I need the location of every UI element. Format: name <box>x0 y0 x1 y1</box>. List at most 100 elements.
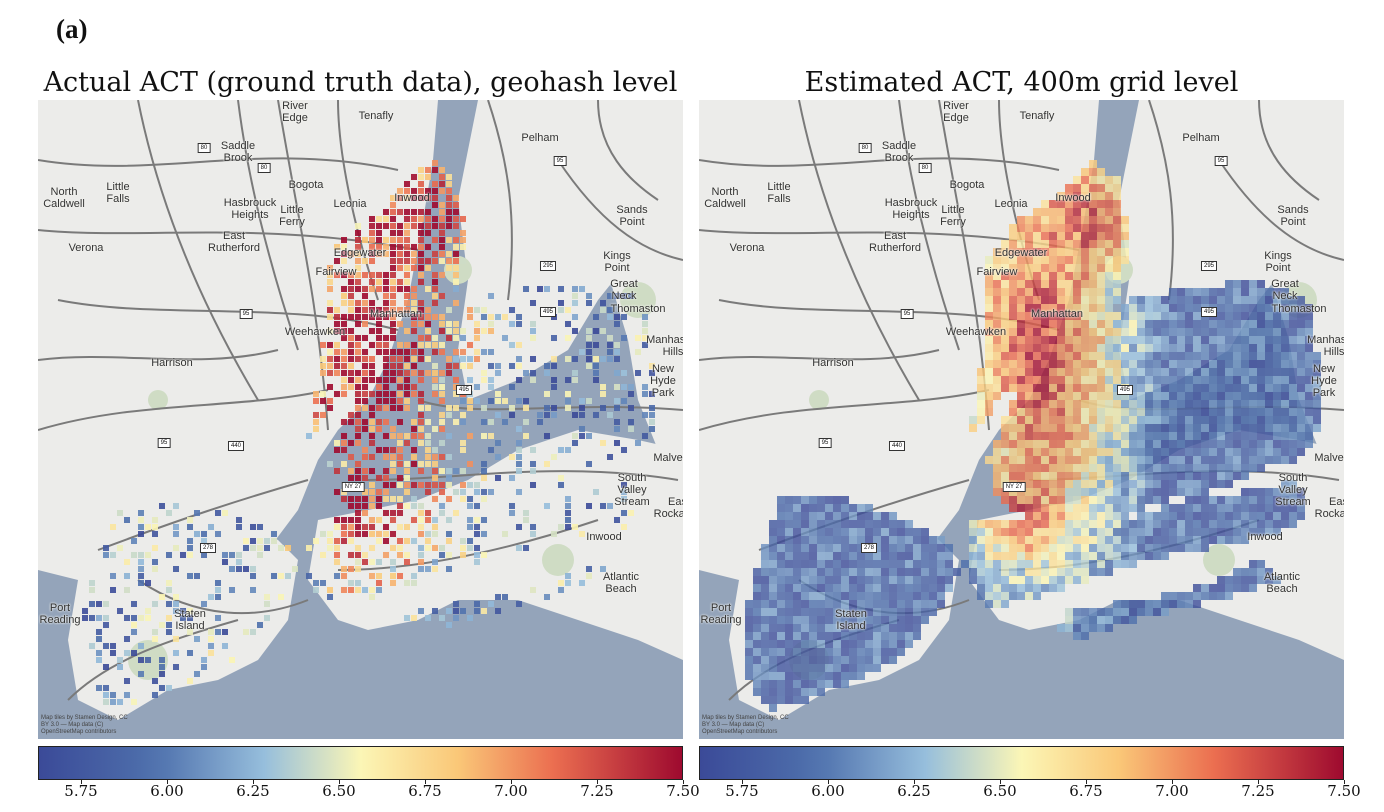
heat-cell <box>1225 456 1233 464</box>
heat-cell <box>411 300 417 306</box>
heat-cell <box>1177 544 1185 552</box>
heat-cell <box>1001 296 1009 304</box>
heat-cell <box>1073 576 1081 584</box>
heat-cell <box>509 307 515 313</box>
left-colorbar <box>38 746 683 780</box>
heat-cell <box>1145 424 1153 432</box>
heat-cell <box>439 510 445 516</box>
heat-cell <box>985 312 993 320</box>
heat-cell <box>1161 432 1169 440</box>
heat-cell <box>1081 328 1089 336</box>
heat-cell <box>390 461 396 467</box>
heat-cell <box>369 216 375 222</box>
heat-cell <box>1121 496 1129 504</box>
heat-cell <box>124 678 130 684</box>
heat-cell <box>1257 384 1265 392</box>
heat-cell <box>355 412 361 418</box>
heat-cell <box>801 568 809 576</box>
heat-cell <box>1201 544 1209 552</box>
heat-cell <box>467 433 473 439</box>
heat-cell <box>1089 224 1097 232</box>
heat-cell <box>1169 464 1177 472</box>
right-map[interactable]: River Edge Tenafly Pelham Saddle Brook North… <box>699 100 1344 739</box>
heat-cell <box>1233 512 1241 520</box>
heat-cell <box>1257 504 1265 512</box>
heat-cell <box>793 688 801 696</box>
heat-cell <box>103 615 109 621</box>
heat-cell <box>1265 352 1273 360</box>
heat-cell <box>1097 248 1105 256</box>
heat-cell <box>586 356 592 362</box>
heat-cell <box>1065 280 1073 288</box>
right-attribution: Map tiles by Stamen Design, CC BY 3.0 — … <box>702 715 789 735</box>
heat-cell <box>753 688 761 696</box>
heat-cell <box>1169 352 1177 360</box>
heat-cell <box>376 223 382 229</box>
heat-cell <box>809 568 817 576</box>
heat-cell <box>1113 552 1121 560</box>
heat-cell <box>993 360 1001 368</box>
heat-cell <box>1217 320 1225 328</box>
heat-cell <box>1145 544 1153 552</box>
heat-cell <box>1025 504 1033 512</box>
heat-cell <box>1073 432 1081 440</box>
heat-cell <box>825 576 833 584</box>
heat-cell <box>411 195 417 201</box>
heat-cell <box>1017 416 1025 424</box>
heat-cell <box>937 584 945 592</box>
heat-cell <box>1001 328 1009 336</box>
heat-cell <box>1057 400 1065 408</box>
heat-cell <box>1169 512 1177 520</box>
heat-cell <box>1033 400 1041 408</box>
heat-cell <box>355 461 361 467</box>
heat-cell <box>369 258 375 264</box>
heat-cell <box>1177 368 1185 376</box>
heat-cell <box>1001 344 1009 352</box>
heat-cell <box>334 328 340 334</box>
heat-cell <box>1097 480 1105 488</box>
road <box>67 619 239 701</box>
heat-cell <box>873 616 881 624</box>
heat-cell <box>1113 504 1121 512</box>
heat-cell <box>348 377 354 383</box>
heat-cell <box>1041 520 1049 528</box>
heat-cell <box>334 545 340 551</box>
heat-cell <box>913 632 921 640</box>
heat-cell <box>1105 280 1113 288</box>
heat-cell <box>1121 512 1129 520</box>
heat-cell <box>825 672 833 680</box>
heat-cell <box>1081 360 1089 368</box>
heat-cell <box>376 321 382 327</box>
heat-cell <box>348 419 354 425</box>
road <box>1148 100 1174 301</box>
heat-cell <box>327 265 333 271</box>
heat-cell <box>777 544 785 552</box>
colorbar-tick <box>1086 780 1087 784</box>
heat-cell <box>376 377 382 383</box>
heat-cell <box>544 286 550 292</box>
heat-cell <box>1233 416 1241 424</box>
heat-cell <box>236 566 242 572</box>
heat-cell <box>1073 272 1081 280</box>
heat-cell <box>849 632 857 640</box>
heat-cell <box>809 640 817 648</box>
heat-cell <box>103 545 109 551</box>
heat-cell <box>1289 336 1297 344</box>
heat-cell <box>1089 264 1097 272</box>
heat-cell <box>1081 256 1089 264</box>
heat-cell <box>905 552 913 560</box>
left-map[interactable]: River Edge Tenafly Pelham Saddle Brook North… <box>38 100 683 739</box>
heat-cell <box>432 349 438 355</box>
heat-cell <box>355 580 361 586</box>
heat-cell <box>348 454 354 460</box>
heat-cell <box>1025 584 1033 592</box>
heat-cell <box>1201 512 1209 520</box>
place-label-great-neck: Great Neck <box>1271 278 1299 302</box>
heat-cell <box>1081 312 1089 320</box>
heat-cell <box>1009 376 1017 384</box>
heat-cell <box>1289 488 1297 496</box>
heat-cell <box>1105 392 1113 400</box>
heat-cell <box>1137 440 1145 448</box>
heat-cell <box>327 405 333 411</box>
heat-cell <box>397 237 403 243</box>
